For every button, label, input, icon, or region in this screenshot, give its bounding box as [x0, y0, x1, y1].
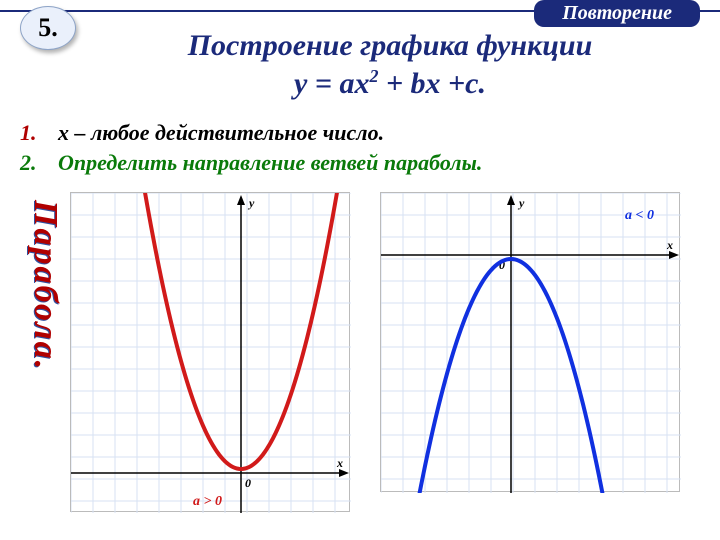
- title-line2: у = ах2 + bх +с.: [70, 66, 710, 102]
- charts-row: x y 0 a > 0 x y 0 a < 0: [70, 192, 680, 512]
- step-2: 2. Определить направление ветвей парабол…: [20, 150, 710, 176]
- svg-text:y: y: [517, 196, 525, 210]
- chart-a-negative: xy0a < 0: [380, 192, 680, 492]
- svg-text:0: 0: [245, 476, 251, 490]
- svg-text:x: x: [336, 456, 343, 470]
- page-title: Построение графика функции у = ах2 + bх …: [70, 28, 710, 102]
- side-label-parabola: Парабола.: [26, 200, 64, 371]
- step-text: х – любое действительное число.: [58, 120, 384, 146]
- step-num: 1.: [20, 120, 48, 146]
- svg-text:y: y: [247, 196, 255, 210]
- step-num: 2.: [20, 150, 48, 176]
- title-line1: Построение графика функции: [188, 29, 593, 62]
- steps-list: 1. х – любое действительное число. 2. Оп…: [20, 120, 710, 180]
- svg-text:a > 0: a > 0: [193, 494, 222, 509]
- svg-text:x: x: [666, 238, 673, 252]
- slide-number-badge: 5.: [20, 6, 76, 50]
- svg-text:a < 0: a < 0: [625, 208, 654, 223]
- step-1: 1. х – любое действительное число.: [20, 120, 710, 146]
- step-text: Определить направление ветвей параболы.: [58, 150, 482, 176]
- section-tab: Повторение: [534, 0, 700, 27]
- chart-a-positive: x y 0 a > 0: [70, 192, 350, 512]
